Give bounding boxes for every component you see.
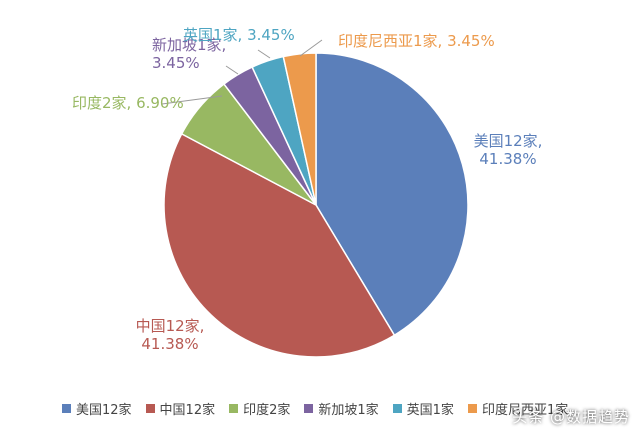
legend-label: 印度2家 <box>243 403 291 418</box>
legend-swatch <box>467 404 477 413</box>
legend-label: 印度尼西亚1家 <box>481 403 569 418</box>
legend: 美国12家 中国12家 印度2家 新加坡1家 英国1家 印度尼西亚1家 <box>62 399 568 418</box>
data-label: 新加坡1家, 3.45% <box>152 36 226 72</box>
watermark: 头条 @数据趋势 <box>512 408 630 426</box>
legend-swatch <box>62 404 71 413</box>
legend-label: 中国12家 <box>159 403 216 418</box>
legend-label: 美国12家 <box>76 403 132 418</box>
leader-line <box>161 95 223 105</box>
pie-slice <box>315 52 469 337</box>
leader-line <box>299 39 323 57</box>
data-label: 美国12家, 41.38% <box>474 132 543 168</box>
data-label: 英国1家, 3.45% <box>183 26 295 44</box>
legend-item: 印度2家 <box>229 399 290 418</box>
legend-label: 英国1家 <box>406 403 454 418</box>
legend-label: 新加坡1家 <box>318 403 379 418</box>
legend-swatch <box>304 404 314 413</box>
legend-swatch <box>392 404 402 413</box>
data-label: 印度2家, 6.90% <box>72 94 184 112</box>
pie-slice <box>163 132 396 358</box>
legend-item: 英国1家 <box>392 399 454 418</box>
legend-item: 印度尼西亚1家 <box>467 399 569 418</box>
leader-line <box>257 49 271 59</box>
pie-chart: 美国12家, 41.38% 中国12家, 41.38% 印度2家, 6.90% 新加坡1家… <box>72 26 543 358</box>
data-label: 印度尼西亚1家, 3.45% <box>338 32 495 50</box>
legend-item: 美国12家 <box>62 399 132 418</box>
legend-item: 中国12家 <box>145 399 216 418</box>
legend-swatch <box>229 404 239 413</box>
data-label: 中国12家, 41.38% <box>136 317 205 353</box>
pie-slice <box>282 52 317 206</box>
legend-item: 新加坡1家 <box>304 399 379 418</box>
leader-line <box>225 65 239 75</box>
legend-swatch <box>145 404 155 413</box>
